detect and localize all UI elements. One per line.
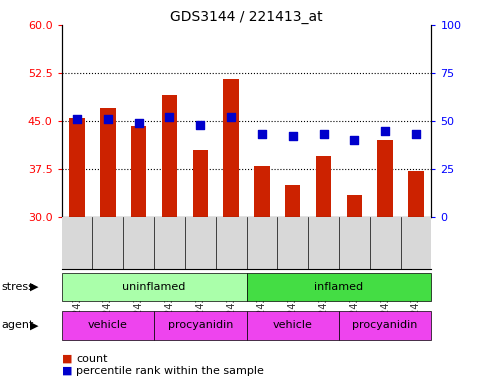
Text: vehicle: vehicle bbox=[88, 320, 128, 331]
Point bbox=[351, 137, 358, 143]
Point bbox=[166, 114, 174, 120]
Point bbox=[289, 133, 297, 139]
Point bbox=[258, 131, 266, 137]
Text: inflamed: inflamed bbox=[315, 282, 363, 292]
Text: percentile rank within the sample: percentile rank within the sample bbox=[76, 366, 264, 376]
Bar bbox=[131, 126, 146, 217]
Bar bbox=[100, 108, 115, 217]
Point bbox=[73, 116, 81, 122]
Point bbox=[196, 122, 204, 128]
Bar bbox=[223, 79, 239, 217]
Text: procyanidin: procyanidin bbox=[168, 320, 233, 331]
Point bbox=[381, 127, 389, 134]
Point bbox=[412, 131, 420, 137]
Point bbox=[104, 116, 112, 122]
Bar bbox=[347, 195, 362, 217]
Bar bbox=[408, 171, 423, 217]
Text: ▶: ▶ bbox=[30, 320, 39, 331]
Text: procyanidin: procyanidin bbox=[352, 320, 418, 331]
Point bbox=[135, 120, 142, 126]
Bar bbox=[285, 185, 300, 217]
Bar bbox=[162, 95, 177, 217]
Text: agent: agent bbox=[1, 320, 34, 331]
Bar bbox=[316, 156, 331, 217]
Bar bbox=[193, 150, 208, 217]
Text: ■: ■ bbox=[62, 366, 72, 376]
Text: vehicle: vehicle bbox=[273, 320, 313, 331]
Text: GDS3144 / 221413_at: GDS3144 / 221413_at bbox=[170, 10, 323, 23]
Text: ▶: ▶ bbox=[30, 282, 39, 292]
Bar bbox=[254, 166, 270, 217]
Bar bbox=[70, 118, 85, 217]
Text: stress: stress bbox=[1, 282, 34, 292]
Text: ■: ■ bbox=[62, 354, 72, 364]
Bar bbox=[378, 140, 393, 217]
Point bbox=[319, 131, 327, 137]
Text: uninflamed: uninflamed bbox=[122, 282, 186, 292]
Point bbox=[227, 114, 235, 120]
Text: count: count bbox=[76, 354, 108, 364]
